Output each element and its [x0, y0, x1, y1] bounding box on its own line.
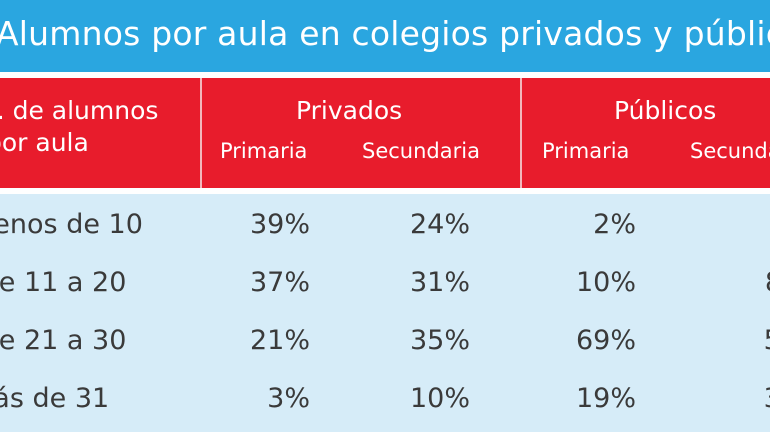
table-title: Alumnos por aula en colegios privados y …	[0, 14, 770, 53]
table-cell: 3%	[267, 383, 310, 414]
table-header: N. de alumnos por aula Privados Primaria…	[0, 78, 770, 188]
table-cell: 8	[662, 266, 770, 300]
table-cell: 69%	[575, 325, 636, 356]
group-header-privados: Privados	[296, 96, 403, 125]
table-cell: 24%	[409, 209, 470, 240]
table-cell: 35%	[409, 325, 470, 356]
table-cell: 19%	[575, 383, 636, 414]
subheader-privados-primaria: Primaria	[220, 139, 308, 163]
table-body: Menos de 10 39% 24% 2% De 11 a 20 37% 31…	[0, 194, 770, 432]
table-cell: 56	[678, 324, 770, 358]
subheader-publicos-primaria: Primaria	[542, 139, 630, 163]
row-label: Más de 31	[0, 383, 110, 414]
row-label: De 21 a 30	[0, 325, 127, 356]
table-cell: 35	[678, 382, 770, 416]
table-cell: 31%	[409, 267, 470, 298]
table-cell: 10%	[575, 267, 636, 298]
header-separator	[520, 78, 522, 188]
header-separator	[200, 78, 202, 188]
header-divider	[0, 188, 770, 194]
title-bar: Alumnos por aula en colegios privados y …	[0, 0, 770, 72]
table-cell: 21%	[249, 325, 310, 356]
table-cell: 10%	[409, 383, 470, 414]
title-divider	[0, 72, 770, 78]
row-header-line-2: por aula	[0, 128, 89, 157]
table-cell: 2%	[593, 209, 636, 240]
subheader-publicos-secundaria: Secundaria	[690, 139, 770, 163]
subheader-privados-secundaria: Secundaria	[362, 139, 480, 163]
group-header-publicos: Públicos	[614, 96, 717, 125]
row-header-line-1: N. de alumnos	[0, 96, 159, 125]
table-cell: 37%	[249, 267, 310, 298]
table-cell: 39%	[249, 209, 310, 240]
row-label: Menos de 10	[0, 209, 143, 240]
row-label: De 11 a 20	[0, 267, 127, 298]
